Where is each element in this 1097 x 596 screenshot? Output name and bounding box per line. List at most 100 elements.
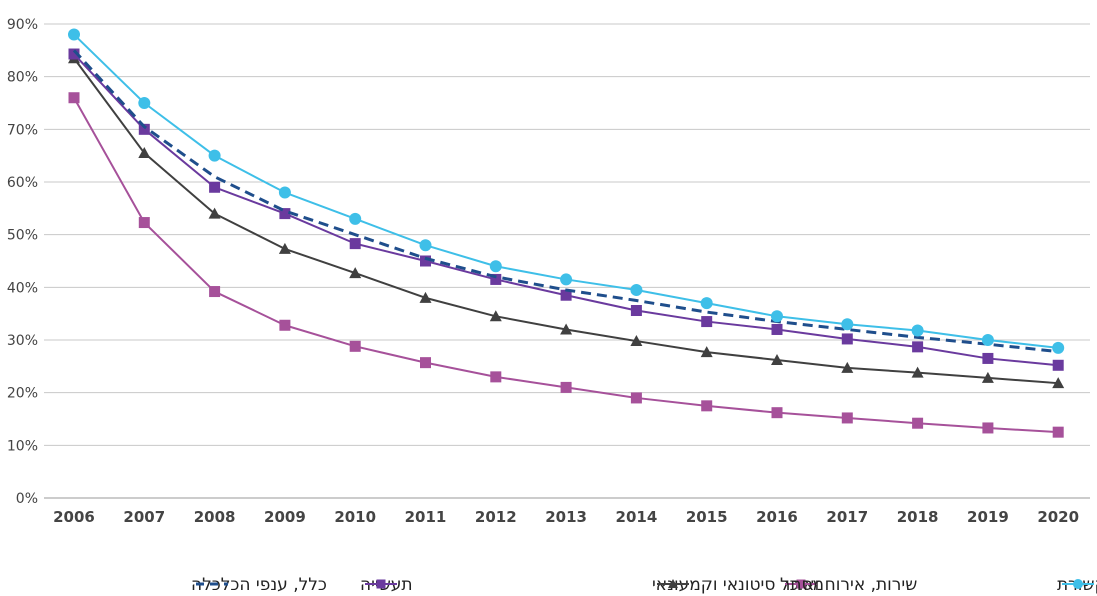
data-point — [700, 346, 713, 358]
data-point — [208, 207, 221, 219]
data-point — [68, 92, 80, 104]
data-point — [349, 238, 361, 250]
data-point — [489, 260, 502, 273]
gridlines — [44, 23, 1090, 499]
legend-item: שירות, אירוח ואוכל — [780, 575, 917, 595]
data-point — [771, 354, 783, 366]
data-point — [419, 239, 432, 252]
data-point — [911, 324, 924, 337]
data-point — [841, 318, 854, 331]
series-group — [68, 28, 1065, 438]
data-point — [771, 310, 783, 323]
data-point — [701, 400, 713, 412]
data-point — [138, 97, 151, 109]
data-point — [419, 291, 432, 303]
x-tick-label: 2018 — [897, 508, 939, 526]
series-0 — [68, 28, 1065, 354]
data-point — [668, 579, 678, 588]
data-point — [1052, 359, 1064, 371]
x-tick-label: 2014 — [616, 508, 658, 526]
data-point — [771, 407, 783, 419]
legend-item: מסחר סיטונאי וקמעונאי — [652, 575, 824, 595]
data-point — [420, 357, 431, 369]
data-point — [279, 208, 291, 220]
x-tick-label: 2008 — [194, 508, 236, 526]
data-point — [138, 217, 150, 229]
data-point — [209, 181, 221, 193]
data-point — [490, 371, 502, 383]
data-point — [841, 412, 853, 424]
series-2 — [68, 52, 1065, 389]
data-point — [278, 242, 291, 254]
data-point — [1052, 426, 1064, 438]
data-point — [1073, 579, 1083, 589]
y-axis-ticks: 0% 10% 20% 30% 40% 50% 60% 70% 80% 90% — [7, 17, 38, 507]
data-point — [68, 28, 80, 41]
data-point — [209, 286, 221, 298]
data-point — [630, 335, 643, 347]
data-point — [349, 267, 362, 279]
y-tick-label: 60% — [7, 175, 38, 191]
x-tick-label: 2019 — [967, 508, 1009, 526]
x-tick-label: 2012 — [475, 508, 517, 526]
data-point — [982, 422, 994, 434]
legend-label: שירות, אירוח ואוכל — [780, 575, 917, 595]
y-tick-label: 30% — [7, 333, 38, 349]
series-4 — [72, 49, 1059, 354]
data-point — [376, 579, 386, 589]
data-point — [700, 297, 713, 310]
data-point — [420, 255, 431, 267]
data-point — [912, 341, 924, 353]
data-point — [701, 316, 713, 328]
data-point — [349, 340, 361, 352]
data-point — [912, 417, 924, 429]
data-point — [490, 273, 502, 285]
data-point — [630, 305, 642, 317]
y-tick-label: 0% — [16, 491, 38, 507]
data-point — [560, 273, 573, 286]
legend-label: מסחר סיטונאי וקמעונאי — [652, 575, 824, 595]
y-tick-label: 50% — [7, 228, 38, 244]
data-point — [630, 283, 643, 296]
data-point — [349, 212, 362, 225]
data-point — [279, 319, 291, 331]
data-point — [981, 334, 994, 346]
y-tick-label: 80% — [7, 70, 38, 86]
data-point — [841, 333, 853, 345]
x-tick-label: 2015 — [686, 508, 728, 526]
data-point — [208, 149, 221, 162]
y-tick-label: 40% — [7, 280, 38, 296]
data-point — [982, 352, 994, 364]
x-tick-label: 2006 — [53, 508, 95, 526]
data-point — [560, 323, 573, 335]
data-point — [796, 579, 806, 589]
legend-item: תעשייה — [360, 575, 413, 595]
series-3 — [68, 48, 1064, 371]
y-tick-label: 10% — [7, 438, 38, 454]
data-point — [278, 186, 291, 199]
data-point — [1052, 377, 1065, 389]
legend-item: כלל, ענפי הכלכלה — [191, 575, 327, 595]
y-tick-label: 90% — [7, 17, 38, 33]
series-line — [73, 53, 1059, 367]
data-point — [138, 147, 151, 159]
legend-label: כלל, ענפי הכלכלה — [191, 575, 327, 595]
data-point — [981, 371, 994, 383]
y-tick-label: 70% — [7, 122, 38, 138]
series-1 — [68, 92, 1064, 438]
x-tick-label: 2016 — [756, 508, 798, 526]
data-point — [841, 361, 854, 373]
x-tick-label: 2020 — [1037, 508, 1079, 526]
data-point — [138, 123, 150, 135]
data-point — [560, 381, 572, 393]
data-point — [911, 366, 924, 378]
data-point — [489, 310, 502, 322]
x-tick-label: 2007 — [123, 508, 165, 526]
x-axis-ticks: 2006 2007 2008 2009 2010 2011 2012 2013 2014 2015… — [53, 508, 1079, 526]
data-point — [1052, 341, 1065, 354]
data-point — [771, 323, 783, 335]
x-tick-label: 2010 — [334, 508, 376, 526]
x-tick-label: 2013 — [545, 508, 587, 526]
